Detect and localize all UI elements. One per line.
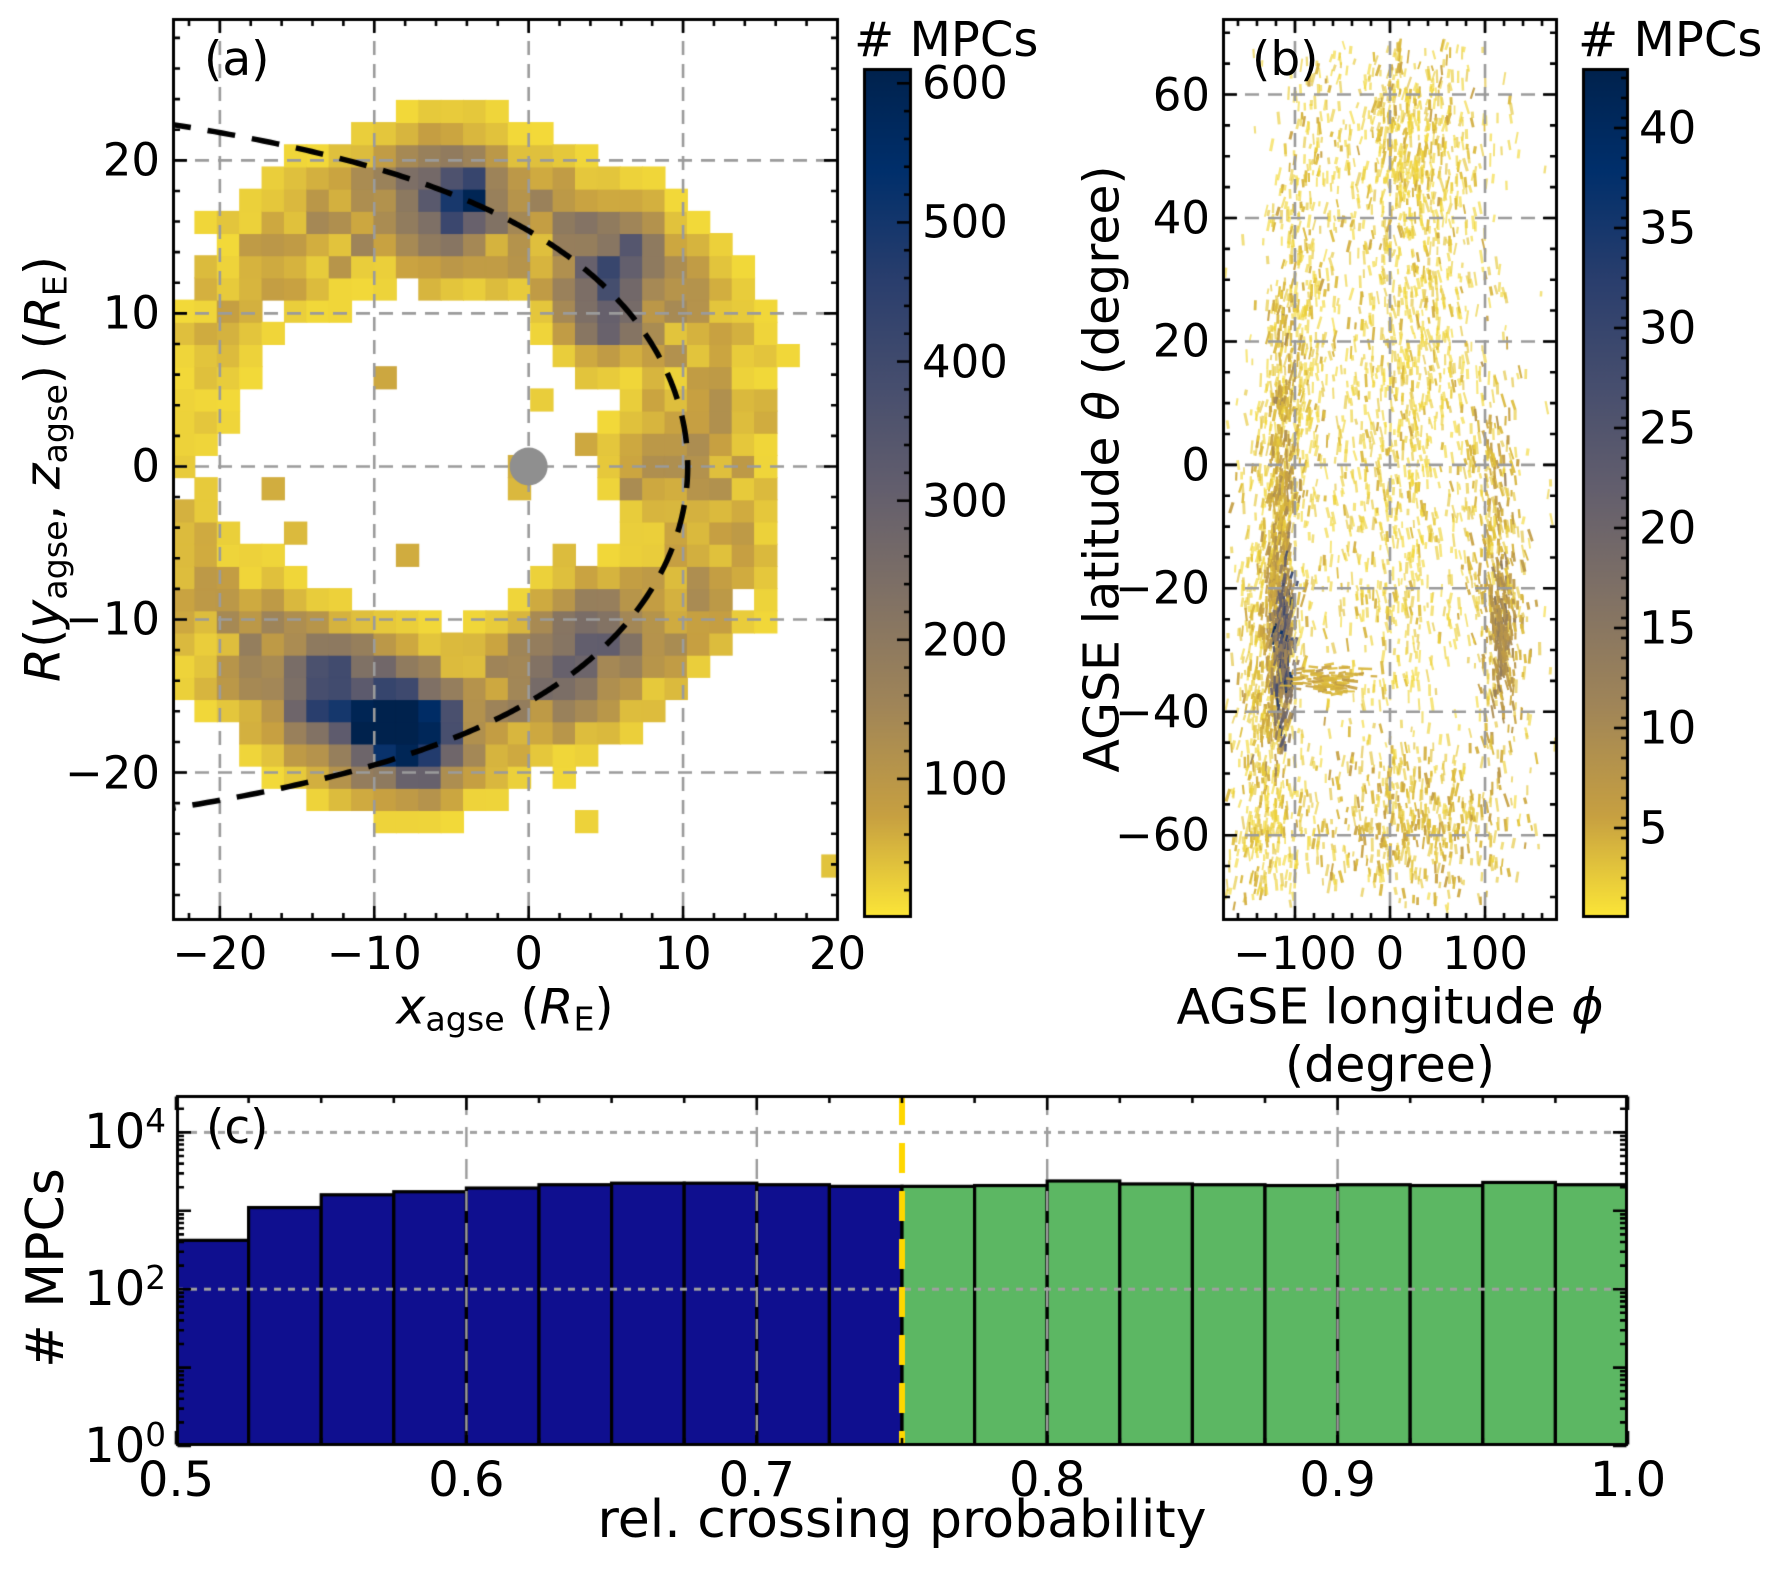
panel-a-ylabel: R(yagse, zagse) (RE): [14, 256, 75, 682]
colorbar-a-title: # MPCs: [854, 12, 1039, 68]
panel-b-xlabel-line1: AGSE longitude ϕ: [1176, 978, 1604, 1036]
panel-a-xlabel: xagse (RE): [396, 978, 614, 1039]
panel-b-ylabel: AGSE latitude θ (degree): [1073, 165, 1131, 773]
panel-b-label: (b): [1252, 32, 1319, 87]
panel-c-label: (c): [206, 1100, 269, 1155]
panel-c-ylabel: # MPCs: [15, 1168, 76, 1368]
colorbar-b-title: # MPCs: [1578, 12, 1763, 68]
panel-a-label: (a): [204, 32, 270, 87]
panel-b-xlabel-line2: (degree): [1285, 1036, 1495, 1094]
panel-c-xlabel: rel. crossing probability: [597, 1489, 1207, 1550]
